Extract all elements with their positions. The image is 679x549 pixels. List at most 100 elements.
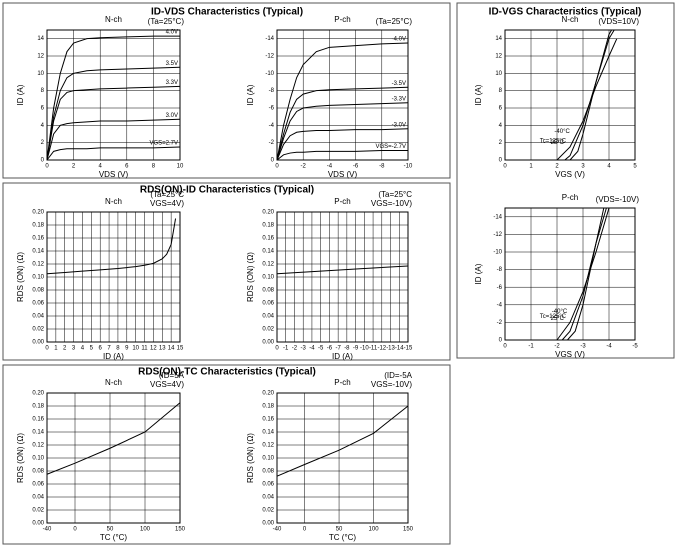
y-tick-label: 14 (37, 36, 44, 42)
y-tick-label: 0.02 (262, 327, 274, 333)
y-tick-label: -14 (265, 36, 274, 42)
curve-label: -4.0V (392, 37, 406, 43)
x-tick-label: -10 (360, 346, 369, 352)
x-tick-label: 0 (73, 527, 77, 533)
x-tick-label: -2 (554, 344, 560, 350)
curve (561, 207, 607, 341)
curve-label: Tc=125°C (540, 314, 567, 320)
x-tick-label: -9 (353, 346, 359, 352)
x-tick-label: 4 (99, 164, 103, 170)
x-tick-label: -40 (273, 527, 282, 533)
curve (46, 118, 181, 161)
x-axis-label: VDS (V) (99, 170, 129, 179)
chart-subtitle: P-ch (334, 378, 350, 387)
y-tick-label: -10 (493, 250, 502, 256)
x-tick-label: -10 (404, 164, 413, 170)
panel (2, 182, 451, 361)
curve (564, 29, 615, 161)
x-tick-label: 50 (107, 527, 114, 533)
curve (276, 405, 409, 477)
y-axis-label: ID (A) (16, 84, 25, 105)
condition: (ID=-5A (384, 371, 412, 380)
plot-frame (276, 392, 409, 524)
x-tick-label: -8 (344, 346, 350, 352)
panel-title: ID-VDS Characteristics (Typical) (151, 7, 303, 18)
chart-subtitle: N-ch (562, 15, 579, 24)
chart-subtitle: N-ch (105, 378, 122, 387)
y-tick-label: 0.08 (32, 469, 44, 475)
x-tick-label: -13 (386, 346, 395, 352)
condition: (VDS=10V) (598, 17, 639, 26)
y-tick-label: 0.06 (262, 301, 274, 307)
x-tick-label: 1 (54, 346, 58, 352)
x-tick-label: -4 (309, 346, 315, 352)
y-tick-label: 0.14 (32, 430, 44, 436)
curve (567, 207, 605, 341)
plot-frame (504, 207, 636, 341)
x-tick-label: 8 (116, 346, 120, 352)
y-tick-label: 0.06 (262, 482, 274, 488)
y-axis-label: RDS (ON) (Ω) (246, 433, 255, 483)
y-tick-label: 0.08 (32, 288, 44, 294)
x-tick-label: 7 (107, 346, 111, 352)
y-tick-label: 0.04 (32, 314, 44, 320)
y-tick-label: -2 (497, 320, 503, 326)
y-tick-label: -2 (269, 140, 275, 146)
y-tick-label: -14 (493, 214, 502, 220)
y-tick-label: 0.04 (262, 495, 274, 501)
y-tick-label: 0.16 (32, 236, 44, 242)
y-tick-label: 0.12 (262, 443, 274, 449)
y-tick-label: -8 (497, 267, 503, 273)
chart-subtitle: P-ch (334, 197, 350, 206)
x-tick-label: 11 (141, 346, 148, 352)
plot-frame (46, 211, 181, 343)
y-tick-label: 0.02 (262, 508, 274, 514)
x-tick-label: -1 (283, 346, 289, 352)
y-tick-label: 14 (495, 36, 502, 42)
curve-label: 25°C (551, 316, 565, 322)
y-tick-label: 0.16 (32, 417, 44, 423)
y-tick-label: -12 (265, 54, 274, 60)
curve (276, 149, 408, 161)
x-tick-label: -11 (369, 346, 378, 352)
y-tick-label: -10 (265, 71, 274, 77)
y-tick-label: 0.10 (262, 275, 274, 281)
y-tick-label: 6 (499, 106, 503, 112)
curve (46, 66, 181, 161)
y-tick-label: 0.12 (262, 262, 274, 268)
y-tick-label: 0.04 (32, 495, 44, 501)
condition: VGS=4V) (150, 199, 184, 208)
y-tick-label: 0.16 (262, 417, 274, 423)
y-tick-label: -4 (497, 302, 503, 308)
x-tick-label: -3 (301, 346, 307, 352)
curve-label: 25°C (551, 140, 565, 146)
y-tick-label: 10 (495, 71, 502, 77)
curve (276, 102, 409, 161)
curve (569, 29, 613, 161)
y-tick-label: 0.20 (32, 210, 44, 216)
x-tick-label: 150 (175, 527, 186, 533)
x-tick-label: 0 (303, 527, 307, 533)
curve-label: Tc=125°C (540, 139, 567, 145)
condition: (VDS=-10V) (596, 195, 640, 204)
y-tick-label: -6 (269, 106, 275, 112)
condition: (Ta=25°C) (376, 17, 413, 26)
y-tick-label: -6 (497, 285, 503, 291)
y-axis-label: RDS (ON) (Ω) (246, 252, 255, 302)
curve (556, 207, 610, 341)
chart-subtitle: N-ch (105, 15, 122, 24)
y-tick-label: 0.20 (262, 210, 274, 216)
panel-title: RDS(ON)-TC Characteristics (Typical) (138, 367, 316, 378)
x-tick-label: 6 (99, 346, 103, 352)
y-tick-label: 0.12 (32, 443, 44, 449)
y-axis-label: ID (A) (474, 263, 483, 284)
x-tick-label: 5 (90, 346, 94, 352)
x-tick-label: 100 (140, 527, 151, 533)
condition: VGS=-10V) (371, 380, 412, 389)
x-tick-label: 6 (125, 164, 129, 170)
y-tick-label: 0.06 (32, 482, 44, 488)
condition: (Ta=25°C (150, 190, 184, 199)
y-tick-label: 0.00 (262, 521, 274, 527)
curve-label: VGS=-2.7V (375, 144, 406, 150)
y-tick-label: 0.14 (262, 430, 274, 436)
